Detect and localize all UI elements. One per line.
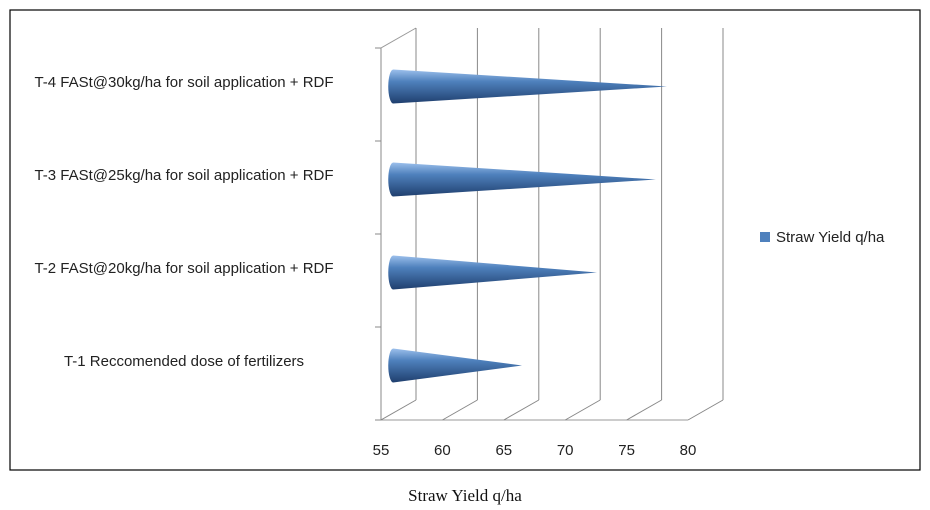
plot-area: 55 60 65 70 75 80 Straw Yield q/ha xyxy=(373,27,885,459)
x-tick-label: 80 xyxy=(680,442,697,459)
grid-line xyxy=(564,399,601,421)
y-tick-label: T-4 FASt@30kg/ha for soil application + … xyxy=(34,73,334,91)
x-tick-label: 70 xyxy=(557,442,574,459)
x-tick-label: 55 xyxy=(373,442,390,459)
chart-border xyxy=(9,9,921,471)
bar xyxy=(388,69,667,104)
y-tick-label: T-3 FASt@25kg/ha for soil application + … xyxy=(34,166,334,184)
grid-line xyxy=(503,399,540,421)
grid-line xyxy=(687,399,724,421)
grid-line xyxy=(442,399,478,421)
legend-swatch xyxy=(760,232,770,242)
wall-edge xyxy=(380,27,417,49)
grid-line xyxy=(626,399,662,421)
x-tick-label: 60 xyxy=(434,442,451,459)
x-tick-label: 75 xyxy=(618,442,635,459)
legend-label: Straw Yield q/ha xyxy=(776,229,885,246)
y-tick-label: T-1 Reccomended dose of fertilizers xyxy=(63,352,305,370)
y-tick-label: T-2 FASt@20kg/ha for soil application + … xyxy=(34,259,334,277)
caption: Straw Yield q/ha xyxy=(408,486,522,505)
bar xyxy=(388,162,656,197)
bar xyxy=(388,255,597,290)
grid-line xyxy=(380,399,417,421)
bar xyxy=(388,348,523,383)
x-tick-label: 65 xyxy=(495,442,512,459)
